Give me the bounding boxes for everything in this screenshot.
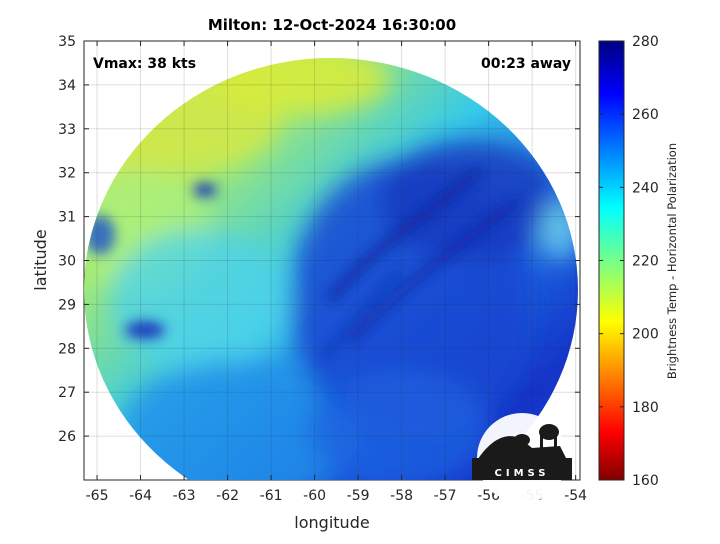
colorbar-tick-label: 160 — [632, 473, 659, 489]
cimss-logo: CIMSS — [472, 413, 572, 503]
chart-title: Milton: 12-Oct-2024 16:30:00 — [208, 16, 456, 34]
colorbar-tick-label: 260 — [632, 107, 659, 123]
y-tick-label: 30 — [58, 254, 76, 270]
y-tick-label: 33 — [58, 122, 76, 138]
grid — [84, 41, 580, 480]
y-tick-label: 26 — [58, 429, 76, 445]
colorbar-label: Brightness Temp - Horizontal Polarizatio… — [665, 143, 679, 379]
x-tick-label: -54 — [564, 488, 587, 504]
time-away-annotation: 00:23 away — [481, 56, 571, 72]
x-tick-label: -61 — [260, 488, 283, 504]
y-tick-label: 32 — [58, 166, 76, 182]
x-tick-label: -59 — [347, 488, 370, 504]
x-axis-label: longitude — [294, 513, 369, 532]
y-tick-label: 31 — [58, 210, 76, 226]
colorbar-tick-label: 180 — [632, 400, 659, 416]
colorbar-tick-label: 280 — [632, 34, 659, 50]
x-tick-label: -63 — [173, 488, 196, 504]
x-tick-label: -62 — [216, 488, 239, 504]
x-tick-label: -57 — [434, 488, 457, 504]
y-tick-label: 29 — [58, 297, 76, 313]
x-tick-label: -65 — [86, 488, 109, 504]
x-tick-label: -58 — [390, 488, 413, 504]
y-tick-label: 28 — [58, 341, 76, 357]
x-tick-label: -64 — [129, 488, 152, 504]
colorbar-tick-label: 200 — [632, 327, 659, 343]
cimss-logo-text: CIMSS — [495, 468, 550, 479]
colorbar-tick-label: 240 — [632, 180, 659, 196]
y-axis-ticks: 26 27 28 29 30 31 32 33 34 35 — [58, 34, 580, 445]
colorbar-ticks: 160 180 200 220 240 260 280 — [599, 34, 659, 489]
y-tick-label: 34 — [58, 78, 76, 94]
colorbar-tick-label: 220 — [632, 254, 659, 270]
brightness-temperature-field — [84, 41, 580, 480]
x-tick-label: -60 — [303, 488, 326, 504]
x-axis-ticks: -65-64-63-62-61-60-59-58-57-56-55-54 — [86, 41, 587, 504]
y-axis-label: latitude — [31, 229, 50, 290]
y-tick-label: 35 — [58, 34, 76, 50]
y-tick-label: 27 — [58, 385, 76, 401]
vmax-annotation: Vmax: 38 kts — [93, 56, 196, 72]
